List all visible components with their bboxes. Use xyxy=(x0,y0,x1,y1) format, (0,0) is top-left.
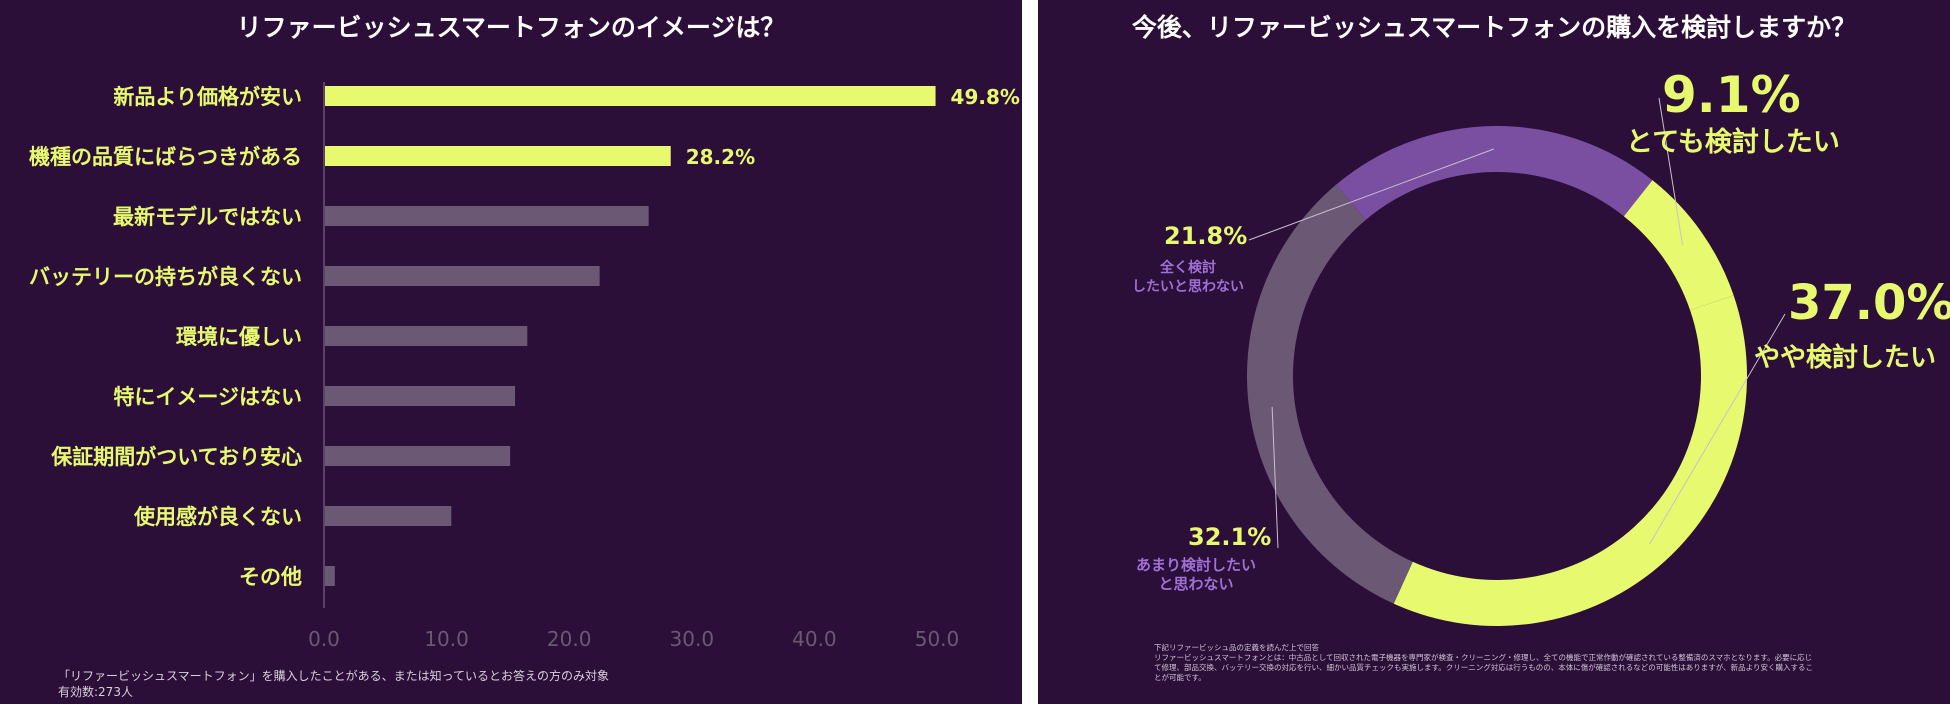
category-label: 保証期間がついており安心 xyxy=(50,445,302,469)
bar xyxy=(325,446,511,466)
donut-note-line: とが可能です。 xyxy=(1154,673,1206,682)
category-label: 最新モデルではない xyxy=(113,205,302,229)
category-label: 使用感が良くない xyxy=(133,505,302,529)
bar-chart-panel: リファービッシュスマートフォンのイメージは？ 新品より価格が安い 49.8% 機種の… xyxy=(0,0,1022,704)
x-tick-label: 0.0 xyxy=(308,627,340,651)
leader-line xyxy=(1271,406,1279,549)
slice-not-at-all xyxy=(1336,125,1653,220)
bar-chart-plot: 新品より価格が安い 49.8% 機種の品質にばらつきがある 28.2% 最新モデルではな… xyxy=(29,82,1020,651)
leader-line xyxy=(1658,97,1684,246)
bar-value-label: 28.2% xyxy=(686,145,755,169)
slice-label-not-really-line: と思わない xyxy=(1158,575,1234,593)
bar xyxy=(325,506,452,526)
donut-chart-panel: 今後、リファービッシュスマートフォンの購入を検討しますか？ 9.1% とても検討… xyxy=(1038,0,1950,704)
category-label: 機種の品質にばらつきがある xyxy=(29,145,302,169)
slice-somewhat-consider xyxy=(1393,295,1747,626)
category-label: バッテリーの持ちが良くない xyxy=(29,265,302,289)
slice-pct-not-at-all: 21.8% xyxy=(1164,222,1248,250)
donut-note-line: 下記リファービッシュ品の定義を読んだ上で回答 xyxy=(1154,643,1319,652)
bar xyxy=(325,566,335,586)
bar xyxy=(325,206,649,226)
bar xyxy=(325,386,516,406)
slice-label-not-really: あまり検討したい と思わない xyxy=(1130,556,1262,594)
x-tick-label: 20.0 xyxy=(547,627,592,651)
leader-line xyxy=(1248,148,1494,241)
category-label: 新品より価格が安い xyxy=(113,85,302,109)
slice-label-not-really-line: あまり検討したい xyxy=(1135,556,1256,574)
slice-pct-very-consider: 9.1% xyxy=(1662,66,1801,124)
bar xyxy=(325,326,528,346)
donut-note-line: て修理、部品交換、バッテリー交換の対応を行い、細かい品質チェックも実施します。ク… xyxy=(1154,663,1813,672)
x-tick-label: 30.0 xyxy=(670,627,715,651)
slice-not-really xyxy=(1247,184,1413,604)
bar xyxy=(325,146,671,166)
slice-very-consider xyxy=(1623,180,1734,311)
slice-label-not-at-all-line: したいと思わない xyxy=(1132,279,1244,295)
category-label: 環境に優しい xyxy=(176,325,302,349)
slice-pct-not-really: 32.1% xyxy=(1188,523,1272,551)
bar-chart-note-line: 「リファービッシュスマートフォン」を購入したことがある、または知っているとお答え… xyxy=(58,669,610,683)
bar-chart-sample-size: 有効数:273人 xyxy=(58,685,133,699)
category-label: その他 xyxy=(239,565,302,589)
bar-chart-note: 「リファービッシュスマートフォン」を購入したことがある、または知っているとお答え… xyxy=(58,668,609,700)
slice-label-somewhat-consider: やや検討したい xyxy=(1754,343,1937,373)
bar-chart-title: リファービッシュスマートフォンのイメージは？ xyxy=(236,13,786,42)
slice-label-not-at-all-line: 全く検討 xyxy=(1160,260,1216,276)
donut-note-line: リファービッシュスマートフォンとは：中古品として回収された電子機器を専門家が検査… xyxy=(1154,653,1813,662)
donut-chart-note: 下記リファービッシュ品の定義を読んだ上で回答 リファービッシュスマートフォンとは… xyxy=(1154,643,1874,683)
bar xyxy=(325,86,936,106)
bar xyxy=(325,266,600,286)
slice-pct-somewhat-consider: 37.0% xyxy=(1788,275,1950,331)
leader-line xyxy=(1649,313,1786,545)
slice-label-very-consider: とても検討したい xyxy=(1626,127,1840,158)
x-tick-label: 40.0 xyxy=(792,627,837,651)
x-tick-label: 50.0 xyxy=(915,627,960,651)
category-label: 特にイメージはない xyxy=(113,385,302,409)
donut-chart-title: 今後、リファービッシュスマートフォンの購入を検討しますか？ xyxy=(1131,13,1857,42)
slice-label-not-at-all: 全く検討 したいと思わない xyxy=(1118,259,1258,297)
donut-chart-plot xyxy=(1247,97,1786,626)
bar-value-label: 49.8% xyxy=(951,85,1020,109)
x-tick-label: 10.0 xyxy=(424,627,469,651)
